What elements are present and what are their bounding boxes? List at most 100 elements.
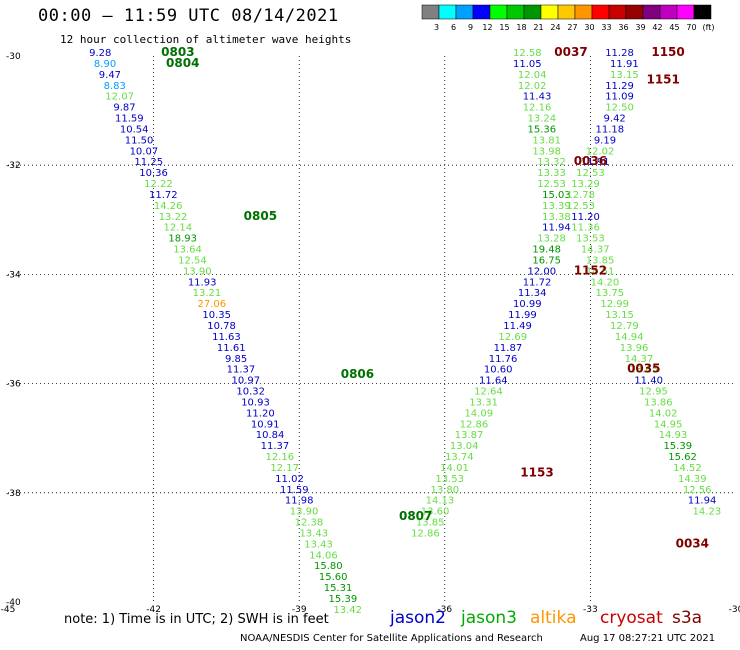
colorbar-swatch (574, 4, 593, 20)
colorbar-swatch (693, 4, 712, 20)
legend-jason2: jason2 (390, 608, 446, 628)
x-tick-label: -45 (1, 605, 16, 615)
wave-height-point: 13.80 (430, 485, 459, 496)
wave-height-point: 15.80 (314, 561, 343, 572)
time-label: 0804 (166, 56, 199, 70)
colorbar-label: 21 (533, 23, 543, 32)
wave-height-point: 13.86 (644, 397, 673, 408)
x-tick-label: -39 (292, 605, 307, 615)
x-tick-label: -42 (146, 605, 161, 615)
wave-height-point: 11.37 (261, 441, 290, 452)
wave-height-point: 11.59 (115, 114, 144, 125)
wave-height-point: 18.93 (168, 234, 197, 245)
wave-height-point: 16.75 (532, 255, 561, 266)
colorbar-label: 15 (499, 23, 509, 32)
time-label: 0807 (399, 509, 432, 523)
wave-height-point: 14.52 (673, 463, 702, 474)
wave-height-point: 13.21 (193, 288, 222, 299)
wave-height-point: 11.40 (634, 376, 663, 387)
wave-height-point: 11.05 (513, 59, 542, 70)
wave-height-point: 19.48 (532, 245, 561, 256)
colorbar-swatch (472, 4, 491, 20)
legend-s3a: s3a (672, 608, 703, 628)
wave-height-point: 14.37 (625, 354, 654, 365)
wave-height-point: 15.36 (528, 124, 557, 135)
wave-height-point: 11.94 (688, 496, 717, 507)
wave-height-point: 14.13 (426, 496, 455, 507)
wave-height-point: 12.07 (105, 92, 134, 103)
wave-height-point: 13.43 (304, 539, 333, 550)
wave-height-point: 10.93 (241, 397, 270, 408)
wave-height-point: 11.98 (285, 496, 314, 507)
wave-height-point: 8.90 (94, 59, 116, 70)
time-label: 1151 (646, 72, 679, 86)
wave-height-point: 15.03 (542, 190, 571, 201)
wave-height-point: 14.39 (678, 474, 707, 485)
wave-height-point: 12.58 (513, 48, 542, 59)
time-label: 0034 (676, 536, 709, 550)
wave-height-point: 13.24 (528, 114, 557, 125)
wave-height-point: 11.76 (489, 354, 518, 365)
chart-subtitle: 12 hour collection of altimeter wave hei… (60, 33, 352, 46)
wave-height-point: 13.90 (183, 266, 212, 277)
colorbar-swatch (659, 4, 678, 20)
wave-height-point: 13.96 (620, 343, 649, 354)
wave-height-point: 11.20 (246, 408, 275, 419)
wave-height-point: 12.69 (498, 332, 527, 343)
wave-height-point: 15.39 (663, 441, 692, 452)
colorbar-label: 36 (618, 23, 628, 32)
wave-height-point: 11.37 (227, 365, 256, 376)
wave-height-point: 11.18 (595, 124, 624, 135)
colorbar-label: 33 (601, 23, 611, 32)
time-label: 0037 (554, 45, 587, 59)
wave-height-point: 12.54 (178, 255, 207, 266)
colorbar-label: 6 (451, 23, 456, 32)
wave-height-point: 12.38 (295, 518, 324, 529)
wave-height-point: 12.56 (683, 485, 712, 496)
wave-height-point: 10.36 (139, 168, 168, 179)
chart-title: 00:00 – 11:59 UTC 08/14/2021 (38, 6, 339, 26)
wave-height-point: 12.50 (605, 103, 634, 114)
wave-height-point: 13.31 (469, 397, 498, 408)
colorbar-label: 24 (550, 23, 560, 32)
wave-height-point: 12.64 (474, 387, 503, 398)
wave-height-point: 11.02 (275, 474, 304, 485)
wave-height-point: 11.36 (571, 223, 600, 234)
time-label: 0803 (161, 45, 194, 59)
wave-height-point: 12.17 (270, 463, 299, 474)
wave-height-point: 11.99 (508, 310, 537, 321)
legend-cryosat: cryosat (600, 608, 663, 628)
wave-height-point: 14.93 (659, 430, 688, 441)
wave-height-point: 12.86 (411, 528, 440, 539)
wave-height-point: 13.65 (629, 365, 658, 376)
wave-height-point: 13.15 (605, 310, 634, 321)
wave-height-point: 11.50 (125, 135, 154, 146)
wave-height-point: 12.14 (164, 223, 193, 234)
x-tick-label: -33 (583, 605, 598, 615)
wave-height-point: 14.23 (693, 507, 722, 518)
colorbar-swatch (455, 4, 474, 20)
legend-jason3: jason3 (461, 608, 517, 628)
colorbar-swatch (676, 4, 695, 20)
wave-height-point: 11.91 (581, 157, 610, 168)
wave-height-point: 11.63 (212, 332, 241, 343)
y-tick-label: -38 (6, 489, 21, 499)
wave-height-point: 13.38 (542, 212, 571, 223)
x-tick-label: -30 (729, 605, 740, 615)
wave-height-point: 11.25 (134, 157, 163, 168)
wave-height-point: 10.07 (130, 146, 159, 157)
wave-height-point: 13.33 (537, 168, 566, 179)
wave-height-point: 11.72 (149, 190, 178, 201)
wave-height-point: 13.15 (610, 70, 639, 81)
y-tick-label: -40 (6, 598, 21, 608)
wave-height-point: 13.81 (532, 135, 561, 146)
wave-height-point: 11.87 (494, 343, 523, 354)
wave-height-point: 14.02 (649, 408, 678, 419)
wave-height-point: 13.98 (532, 146, 561, 157)
wave-height-point: 12.22 (144, 179, 173, 190)
wave-height-point: 14.09 (464, 408, 493, 419)
wave-height-point: 9.47 (99, 70, 121, 81)
wave-height-point: 14.20 (591, 277, 620, 288)
colorbar-label: (ft) (702, 23, 714, 32)
